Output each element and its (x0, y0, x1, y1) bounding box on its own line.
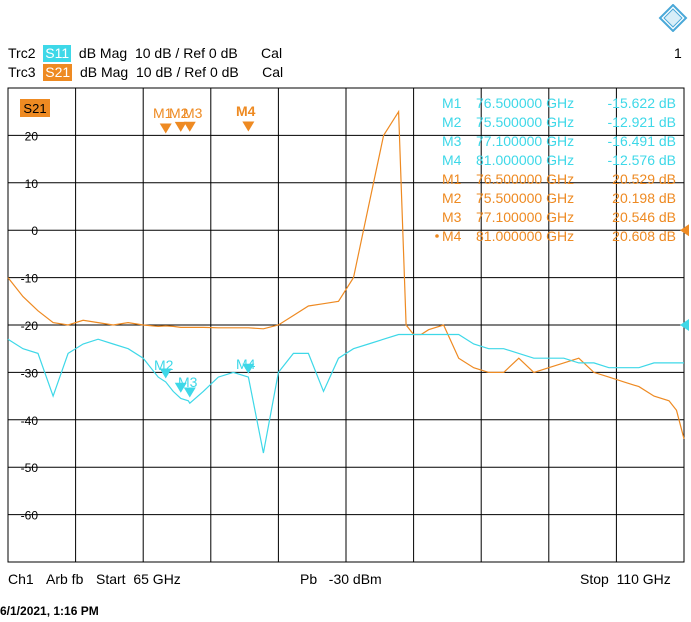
marker-s21-m2-icon (159, 123, 172, 134)
marker-flag-label: M2 (154, 357, 174, 373)
trace3-ref: Ref 0 dB (184, 64, 239, 80)
marker-s11-m2-icon (159, 368, 172, 379)
y-tick-label: -40 (21, 414, 39, 428)
timestamp: 6/1/2021, 1:16 PM (0, 604, 99, 618)
marker-table-value: -16.491 dB (608, 133, 677, 149)
marker-table-value: -12.576 dB (608, 152, 677, 168)
trace2-name: Trc2 (8, 45, 36, 61)
marker-s21-m1-icon (174, 121, 187, 132)
y-tick-label: 20 (25, 129, 39, 143)
marker-table-freq: 77.100000 GHz (476, 209, 574, 225)
marker-flag-label: M3 (178, 374, 198, 390)
active-marker-dot-icon (435, 234, 439, 238)
s21-ref-arrow-icon (680, 224, 689, 237)
y-tick-label: -10 (21, 272, 39, 286)
marker-flag-label: M3 (183, 105, 203, 121)
trace3-param[interactable]: S21 (43, 64, 73, 81)
marker-table-row: M1 76.500000 GHz 20.529 dB (442, 171, 676, 187)
marker-table-value: -12.921 dB (608, 114, 677, 130)
marker-table-id: M1 (442, 171, 462, 187)
y-tick-label: 0 (31, 224, 38, 238)
series-line-s11 (7, 333, 684, 454)
marker-table-id: M2 (442, 114, 462, 130)
channel-label: Ch1 (8, 571, 34, 587)
marker-table-freq: 76.500000 GHz (476, 95, 574, 111)
marker-table-value: 20.546 dB (612, 209, 676, 225)
marker-table-row: M1 76.500000 GHz -15.622 dB (442, 95, 676, 111)
trace-label-s21: S21 (20, 99, 50, 117)
marker-table-freq: 81.000000 GHz (476, 228, 574, 244)
stop-frequency[interactable]: Stop 110 GHz (580, 571, 671, 587)
marker-table-value: -15.622 dB (608, 95, 677, 111)
marker-s11-m4-icon (242, 363, 255, 374)
s11-ref-arrow-icon (680, 319, 689, 331)
trace3-name: Trc3 (8, 64, 36, 80)
marker-table-row: M3 77.100000 GHz 20.546 dB (442, 209, 676, 225)
marker-table-value: 20.608 dB (612, 228, 676, 244)
marker-flag-label: M2 (169, 105, 189, 121)
marker-table-value: 20.529 dB (612, 171, 676, 187)
y-tick-label: -20 (21, 319, 39, 333)
trace2-format: dB Mag (78, 45, 128, 61)
y-tick-label: -30 (21, 366, 39, 380)
trace2-scale: 10 dB / (134, 45, 180, 61)
marker-table-freq: 77.100000 GHz (476, 133, 574, 149)
marker-flag-label: M4 (236, 356, 256, 372)
marker-flag-label: M4 (236, 103, 256, 119)
marker-table-freq: 75.500000 GHz (476, 114, 574, 130)
port-power[interactable]: Pb -30 dBm (300, 571, 382, 587)
y-tick-label: -50 (21, 461, 39, 475)
trace2-param[interactable]: S11 (43, 45, 72, 62)
trace-label-bg (20, 99, 50, 117)
y-tick-label: -60 (21, 509, 39, 523)
marker-s21-m3-icon (183, 121, 196, 132)
marker-table-id: M4 (442, 152, 462, 168)
start-frequency[interactable]: Start 65 GHz (96, 571, 181, 587)
marker-table-row: M3 77.100000 GHz -16.491 dB (442, 133, 676, 149)
marker-flag-label: M1 (153, 105, 173, 121)
marker-table-id: M3 (442, 209, 462, 225)
trace-label-text: S21 (23, 101, 46, 116)
marker-s11-m1-icon (174, 382, 187, 393)
trace3-cal: Cal (262, 64, 284, 80)
marker-s11-m3-icon (183, 387, 196, 398)
marker-s21-m4-icon (242, 121, 255, 132)
marker-table-value: 20.198 dB (612, 190, 676, 206)
marker-table-row: M2 75.500000 GHz 20.198 dB (442, 190, 676, 206)
marker-table-freq: 75.500000 GHz (476, 190, 574, 206)
trace2-header: Trc2 S11 dB Mag 10 dB / Ref 0 dB Cal (8, 45, 282, 62)
window-number: 1 (674, 45, 682, 61)
marker-table-id: M4 (442, 228, 462, 244)
marker-table-row: M4 81.000000 GHz 20.608 dB (442, 228, 676, 244)
trace2-ref: Ref 0 dB (183, 45, 238, 61)
marker-table-row: M2 75.500000 GHz -12.921 dB (442, 114, 676, 130)
marker-table-freq: 81.000000 GHz (476, 152, 574, 168)
sweep-type: Arb fb (46, 571, 84, 587)
trace3-scale: 10 dB / (136, 64, 181, 80)
trace3-header: Trc3 S21 dB Mag 10 dB / Ref 0 dB Cal (8, 64, 283, 81)
marker-table-id: M3 (442, 133, 462, 149)
marker-table-row: M4 81.000000 GHz -12.576 dB (442, 152, 676, 168)
marker-table-id: M2 (442, 190, 462, 206)
y-tick-label: 10 (25, 177, 39, 191)
logo-icon (658, 4, 688, 32)
marker-table-freq: 76.500000 GHz (476, 171, 574, 187)
trace2-cal: Cal (261, 45, 283, 61)
marker-table-id: M1 (442, 95, 462, 111)
trace3-format: dB Mag (79, 64, 129, 80)
